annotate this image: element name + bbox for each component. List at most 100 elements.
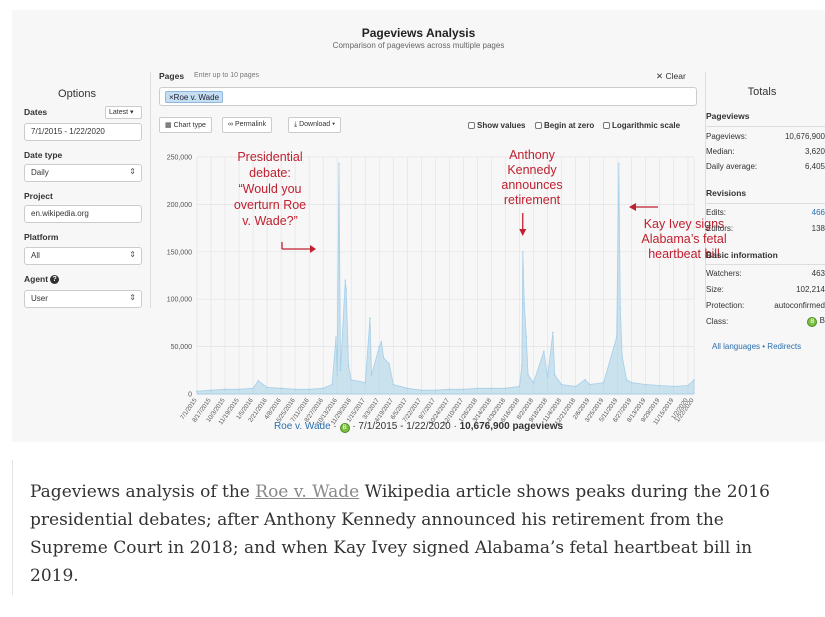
protection-label: Protection: <box>706 301 744 310</box>
y-tick-label: 100,000 <box>167 297 192 304</box>
footer-range: 7/1/2015 - 1/22/2020 <box>358 421 450 432</box>
data-point <box>687 385 689 387</box>
data-point <box>381 341 383 343</box>
dates-label: Dates <box>24 107 47 117</box>
revisions-section-title: Revisions <box>706 188 746 198</box>
annotation-kennedy: Anthony <box>509 148 556 162</box>
permalink-label: Permalink <box>235 121 266 128</box>
annotation-kennedy: Kennedy <box>507 163 557 177</box>
data-point <box>527 374 529 376</box>
data-point <box>477 388 479 390</box>
caret-down-icon: ▾ <box>130 109 134 116</box>
median-label: Median: <box>706 147 734 156</box>
data-point <box>266 387 268 389</box>
data-point <box>522 251 524 253</box>
edits-label: Edits: <box>706 208 726 217</box>
annotation-debate: overturn Roe <box>234 198 306 212</box>
data-point <box>308 389 310 391</box>
clear-button[interactable]: ✕ Clear <box>656 71 686 82</box>
page-title: Pageviews Analysis <box>12 26 825 40</box>
data-point <box>336 374 338 376</box>
editors-label: Editors: <box>706 224 733 233</box>
y-tick-label: 150,000 <box>167 249 192 256</box>
class-value: B B <box>807 316 825 327</box>
size-value: 102,214 <box>796 285 825 294</box>
caption-article-link[interactable]: Roe v. Wade <box>255 482 359 502</box>
latest-button[interactable]: Latest ▾ <box>105 106 142 119</box>
begin-at-zero-checkbox[interactable]: Begin at zero <box>535 121 594 130</box>
pageviews-screenshot: Pageviews Analysis Comparison of pagevie… <box>12 10 825 442</box>
data-point <box>383 357 385 359</box>
basic-info-section-title: Basic information <box>706 250 778 260</box>
annotation-arrowhead <box>519 229 526 236</box>
class-b-badge: B <box>340 423 350 433</box>
data-point <box>210 389 212 391</box>
data-point <box>435 389 437 391</box>
data-point <box>224 389 226 391</box>
caption-rule <box>12 460 13 595</box>
pages-input[interactable]: ×Roe v. Wade <box>159 87 697 106</box>
data-point <box>345 279 347 281</box>
checkbox-icon[interactable] <box>603 122 610 129</box>
download-button[interactable]: ⤓ Download ▾ <box>288 117 341 133</box>
daily-average-label: Daily average: <box>706 162 757 171</box>
link-icon: ∞ <box>228 121 233 128</box>
data-point <box>345 289 347 291</box>
all-languages-link[interactable]: All languages <box>712 342 760 351</box>
watchers-value: 463 <box>812 269 825 278</box>
data-point <box>257 380 259 382</box>
permalink-button[interactable]: ∞ Permalink <box>222 117 272 133</box>
footer-page-link[interactable]: Roe v. Wade <box>274 421 331 432</box>
data-point <box>365 382 367 384</box>
data-point <box>519 386 521 388</box>
data-point <box>369 317 371 319</box>
close-icon: ✕ <box>656 71 663 81</box>
data-point <box>322 388 324 390</box>
caret-down-icon: ▾ <box>332 121 335 128</box>
annotation-ivey: Alabama’s fetal <box>641 232 726 246</box>
checkbox-icon[interactable] <box>535 122 542 129</box>
data-point <box>584 379 586 381</box>
page-subtitle: Comparison of pageviews across multiple … <box>12 41 825 50</box>
edits-value[interactable]: 466 <box>812 208 825 217</box>
checkbox-icon[interactable] <box>468 122 475 129</box>
annotation-kennedy: announces <box>501 178 562 192</box>
y-tick-label: 250,000 <box>167 155 192 162</box>
class-label: Class: <box>706 317 728 326</box>
caption-before: Pageviews analysis of the <box>30 482 255 502</box>
show-values-checkbox[interactable]: Show values <box>468 121 525 130</box>
chart-type-label: Chart type <box>174 122 206 129</box>
logarithmic-checkbox[interactable]: Logarithmic scale <box>603 121 680 130</box>
redirects-link[interactable]: Redirects <box>767 342 801 351</box>
data-point <box>631 382 633 384</box>
grid-icon: ▦ <box>165 122 172 129</box>
annotation-debate: v. Wade?” <box>242 214 298 228</box>
data-point <box>407 388 409 390</box>
data-point <box>371 374 373 376</box>
data-point <box>335 336 337 338</box>
daily-average-value: 6,405 <box>805 162 825 171</box>
data-point <box>673 386 675 388</box>
data-point <box>338 163 340 165</box>
data-point <box>526 336 528 338</box>
watchers-label: Watchers: <box>706 269 742 278</box>
page-tag[interactable]: ×Roe v. Wade <box>165 91 223 103</box>
data-point <box>620 308 622 310</box>
chart-type-button[interactable]: ▦ Chart type <box>159 117 212 133</box>
data-point <box>350 379 352 381</box>
data-point <box>294 389 296 391</box>
chart-footer: Roe v. Wade · B · 7/1/2015 - 1/22/2020 ·… <box>12 421 825 433</box>
show-values-label: Show values <box>477 121 525 130</box>
data-point <box>543 351 545 353</box>
section-divider <box>706 264 825 265</box>
data-point <box>659 385 661 387</box>
data-point <box>196 390 198 392</box>
data-point <box>575 386 577 388</box>
download-label: Download <box>299 121 330 128</box>
editors-value: 138 <box>812 224 825 233</box>
latest-button-label: Latest <box>109 109 128 116</box>
options-title: Options <box>12 88 142 100</box>
data-point <box>348 365 350 367</box>
data-point <box>393 384 395 386</box>
data-point <box>379 346 381 348</box>
